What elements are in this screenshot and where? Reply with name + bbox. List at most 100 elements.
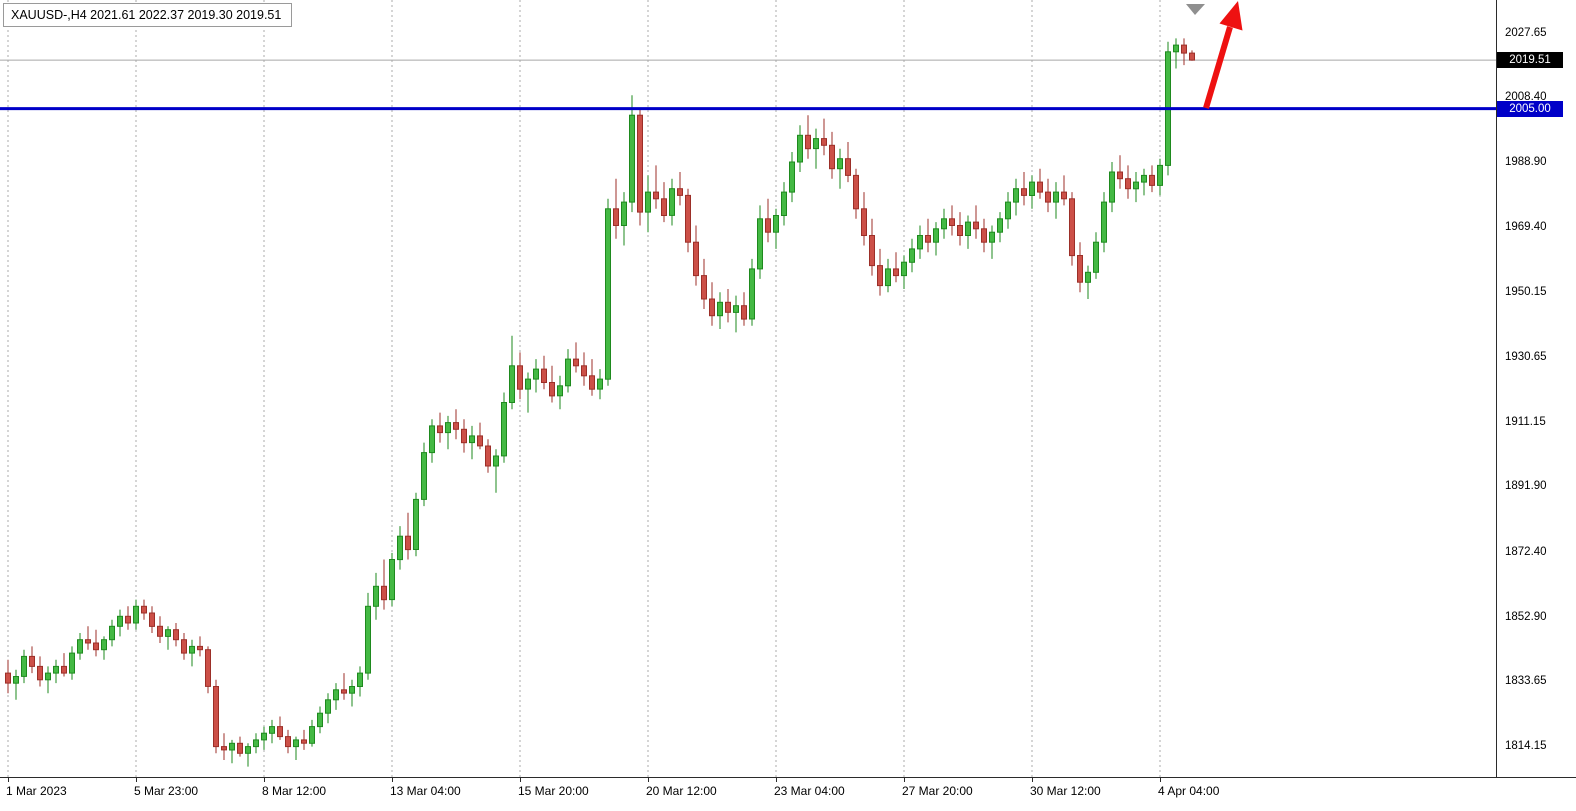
candle-body bbox=[1149, 174, 1155, 186]
candle-body bbox=[149, 612, 155, 627]
candle-body bbox=[117, 615, 123, 627]
candle-body bbox=[181, 639, 187, 654]
candle-body bbox=[93, 642, 99, 651]
time-axis-tick bbox=[904, 778, 905, 782]
candle-body bbox=[213, 686, 219, 748]
candle-body bbox=[85, 639, 91, 644]
candle-body bbox=[573, 358, 579, 367]
candle-body bbox=[757, 218, 763, 270]
symbol-ohlc-text: XAUUSD-,H4 2021.61 2022.37 2019.30 2019.… bbox=[11, 8, 282, 22]
candle-body bbox=[109, 625, 115, 641]
candle-body bbox=[157, 625, 163, 637]
level-price-badge: 2005.00 bbox=[1497, 101, 1563, 117]
candle-body bbox=[1021, 188, 1027, 196]
candle-body bbox=[45, 672, 51, 681]
candle-body bbox=[341, 689, 347, 694]
price-axis-label: 1950.15 bbox=[1505, 286, 1547, 298]
candle-body bbox=[1173, 44, 1179, 53]
time-axis-tick bbox=[136, 778, 137, 782]
red-arrow-head[interactable] bbox=[1219, 1, 1243, 31]
candle-body bbox=[1037, 181, 1043, 193]
candle-body bbox=[781, 191, 787, 217]
candle-body bbox=[261, 732, 267, 741]
candle-body bbox=[597, 378, 603, 390]
candle-body bbox=[1085, 271, 1091, 283]
candle-body bbox=[1053, 191, 1059, 203]
candle-body bbox=[525, 378, 531, 390]
price-axis-label: 1833.65 bbox=[1505, 675, 1547, 687]
candle-body bbox=[61, 665, 67, 674]
candle-body bbox=[589, 375, 595, 390]
candle-body bbox=[405, 535, 411, 551]
red-arrow-shaft[interactable] bbox=[1203, 26, 1233, 109]
candle-body bbox=[317, 712, 323, 728]
candle-body bbox=[989, 231, 995, 243]
candle-body bbox=[805, 134, 811, 150]
candle-body bbox=[717, 301, 723, 317]
candle-body bbox=[445, 422, 451, 434]
price-axis-label: 1930.65 bbox=[1505, 351, 1547, 363]
candle-body bbox=[533, 368, 539, 380]
candle-body bbox=[373, 585, 379, 607]
candle-body bbox=[365, 605, 371, 674]
candle-body bbox=[765, 218, 771, 233]
time-axis-tick bbox=[776, 778, 777, 782]
candle-body bbox=[141, 605, 147, 614]
candle-body bbox=[349, 686, 355, 694]
candle-body bbox=[509, 365, 515, 403]
price-axis-label: 1891.90 bbox=[1505, 480, 1547, 492]
candle-body bbox=[429, 425, 435, 454]
candle-body bbox=[77, 639, 83, 654]
candle-body bbox=[949, 218, 955, 227]
gray-triangle-marker[interactable] bbox=[1186, 4, 1205, 15]
candle-body bbox=[1029, 181, 1035, 197]
candle-body bbox=[125, 615, 131, 624]
candle-body bbox=[645, 191, 651, 213]
candle-body bbox=[885, 268, 891, 287]
candle-body bbox=[797, 134, 803, 163]
time-axis-label: 27 Mar 20:00 bbox=[902, 784, 973, 798]
candlestick-chart[interactable] bbox=[0, 0, 1496, 777]
candle-body bbox=[1157, 164, 1163, 186]
candle-body bbox=[389, 559, 395, 601]
time-axis[interactable]: 1 Mar 2023 5 Mar 23:00 8 Mar 12:00 13 Mar 0… bbox=[0, 777, 1576, 811]
price-axis-label: 1969.40 bbox=[1505, 221, 1547, 233]
price-axis[interactable]: 2027.65 2008.40 1988.90 1969.40 1950.15 1930.… bbox=[1496, 0, 1576, 777]
candle-body bbox=[565, 358, 571, 387]
candle-body bbox=[957, 225, 963, 236]
candle-body bbox=[693, 241, 699, 277]
candle-body bbox=[701, 275, 707, 300]
candle-body bbox=[1093, 241, 1099, 273]
candle-body bbox=[493, 455, 499, 467]
candle-body bbox=[101, 639, 107, 651]
candle-body bbox=[229, 742, 235, 751]
candle-body bbox=[941, 218, 947, 230]
candle-body bbox=[669, 188, 675, 216]
candle-body bbox=[741, 305, 747, 320]
price-axis-label: 1988.90 bbox=[1505, 156, 1547, 168]
time-axis-tick bbox=[648, 778, 649, 782]
candle-body bbox=[501, 402, 507, 457]
time-axis-label: 23 Mar 04:00 bbox=[774, 784, 845, 798]
candle-body bbox=[869, 235, 875, 267]
candle-body bbox=[357, 672, 363, 687]
candle-body bbox=[397, 535, 403, 561]
candle-body bbox=[1109, 171, 1115, 203]
candle-body bbox=[189, 645, 195, 654]
candle-body bbox=[301, 739, 307, 744]
candle-body bbox=[557, 385, 563, 397]
price-axis-label: 1852.90 bbox=[1505, 611, 1547, 623]
chart-plot-area[interactable]: XAUUSD-,H4 2021.61 2022.37 2019.30 2019.… bbox=[0, 0, 1496, 777]
time-axis-label: 20 Mar 12:00 bbox=[646, 784, 717, 798]
candle-body bbox=[725, 301, 731, 313]
candle-body bbox=[277, 726, 283, 738]
candle-body bbox=[677, 188, 683, 196]
candle-body bbox=[517, 365, 523, 390]
candle-body bbox=[1005, 201, 1011, 220]
candle-body bbox=[133, 605, 139, 624]
candle-body bbox=[653, 191, 659, 200]
candle-body bbox=[965, 221, 971, 237]
candle-body bbox=[1045, 191, 1051, 203]
time-axis-label: 5 Mar 23:00 bbox=[134, 784, 199, 798]
candle-body bbox=[901, 261, 907, 277]
